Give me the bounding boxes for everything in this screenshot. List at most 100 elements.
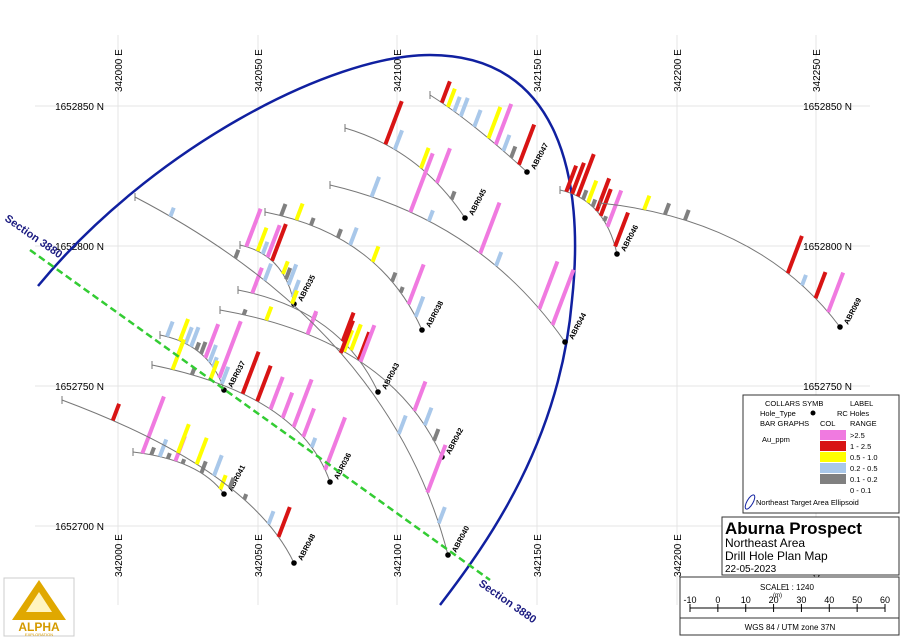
easting-label: 342000 E <box>114 534 125 577</box>
assay-bar <box>683 209 691 221</box>
assay-bar <box>291 378 314 428</box>
assay-bar <box>348 226 359 246</box>
assay-bar <box>199 341 208 355</box>
legend-range: 0.2 - 0.5 <box>850 464 878 473</box>
collar-symbol <box>810 410 816 416</box>
assay-bar <box>412 380 428 412</box>
assay-bar <box>176 423 191 454</box>
easting-label: 342050 E <box>254 534 265 577</box>
assay-bar <box>501 134 512 152</box>
collar <box>614 251 620 257</box>
assay-bar <box>208 360 220 382</box>
assay-bar <box>570 162 586 195</box>
assay-bar <box>349 323 363 351</box>
assay-bar <box>140 395 166 454</box>
assay-bar <box>422 406 434 427</box>
northing-label: 1652800 N <box>803 242 852 253</box>
assay-bar <box>168 206 176 218</box>
legend-swatch <box>820 452 846 462</box>
legend-text: Au_ppm <box>762 435 790 444</box>
assay-bar <box>478 201 502 255</box>
subtitle: Northeast Area <box>725 536 805 550</box>
assay-bar <box>340 311 356 343</box>
scale-tick-label: 0 <box>715 595 720 605</box>
assay-bar <box>279 203 288 217</box>
assay-bar <box>392 129 404 151</box>
collar <box>524 169 530 175</box>
assay-bar <box>335 228 343 239</box>
logo: ALPHA EXPLORATION <box>3 577 75 637</box>
assay-bar <box>233 249 241 259</box>
assay-bar <box>290 289 299 305</box>
northing-label: 1652750 N <box>803 382 852 393</box>
assay-bar <box>342 329 355 353</box>
assay-bar <box>356 331 372 361</box>
assay-bar <box>250 267 264 294</box>
assay-bar <box>472 109 483 128</box>
assay-bar <box>598 188 613 217</box>
easting-label: 342000 E <box>114 49 125 92</box>
assay-bar <box>408 152 435 213</box>
assay-bar <box>260 241 270 255</box>
assay-bar <box>493 103 514 146</box>
assay-bar <box>586 179 599 204</box>
assay-bar <box>276 506 292 538</box>
title: Aburna Prospect <box>725 519 862 538</box>
assay-bar <box>241 308 248 316</box>
assay-bar <box>286 263 299 286</box>
assay-bar <box>157 438 169 458</box>
northing-label: 1652700 N <box>55 522 104 533</box>
collar <box>221 491 227 497</box>
assay-bar <box>219 366 231 385</box>
legend-range: >2.5 <box>850 431 865 440</box>
scale-label: SCALE <box>760 583 786 592</box>
assay-bar <box>270 223 288 262</box>
assay-bar <box>594 177 612 212</box>
assay-bar <box>425 444 448 494</box>
assay-bar <box>149 446 156 456</box>
assay-bar <box>165 320 175 338</box>
legend-text: COL <box>820 419 835 428</box>
assay-bar <box>663 202 671 216</box>
assay-bar <box>436 506 447 525</box>
assay-bar <box>194 341 201 351</box>
assay-bar <box>413 295 426 318</box>
northing-label: 1652750 N <box>55 382 104 393</box>
legend-range: 1 - 2.5 <box>850 442 871 451</box>
scale-tick-label: 30 <box>796 595 806 605</box>
assay-bar <box>165 452 172 460</box>
assay-bar <box>240 351 261 395</box>
assay-bar <box>613 211 630 248</box>
assay-bar <box>575 153 596 198</box>
easting-label: 342150 E <box>533 534 544 577</box>
assay-bar <box>426 209 435 222</box>
assay-bar <box>396 414 408 435</box>
hole-trace <box>264 211 423 331</box>
assay-bar <box>642 194 652 211</box>
assay-bar <box>255 364 273 402</box>
easting-label: 342100 E <box>393 534 404 577</box>
scale-bar: -10 0 10 20 30 40 50 60 <box>683 595 890 612</box>
assay-bar <box>358 324 377 363</box>
legend-swatch <box>820 430 846 440</box>
legend-text: COLLARS SYMB <box>765 399 823 408</box>
easting-label: 342250 E <box>812 49 823 92</box>
assay-bar <box>268 376 285 410</box>
assay-bar <box>207 344 218 364</box>
assay-bar <box>255 227 269 252</box>
legend-range: 0.5 - 1.0 <box>850 453 878 462</box>
easting-label: 342150 E <box>533 49 544 92</box>
collar <box>291 560 297 566</box>
scale-tick-label: 40 <box>824 595 834 605</box>
assay-bar <box>217 320 243 379</box>
assay-bar <box>265 224 282 258</box>
assay-bar <box>264 305 274 322</box>
northing-label: 1652800 N <box>55 242 104 253</box>
assay-bar <box>419 147 431 169</box>
assay-bar <box>294 202 305 221</box>
assay-bar <box>301 407 316 438</box>
assay-bar <box>170 338 186 371</box>
assay-bar <box>180 458 187 465</box>
hole-trace <box>134 196 449 556</box>
